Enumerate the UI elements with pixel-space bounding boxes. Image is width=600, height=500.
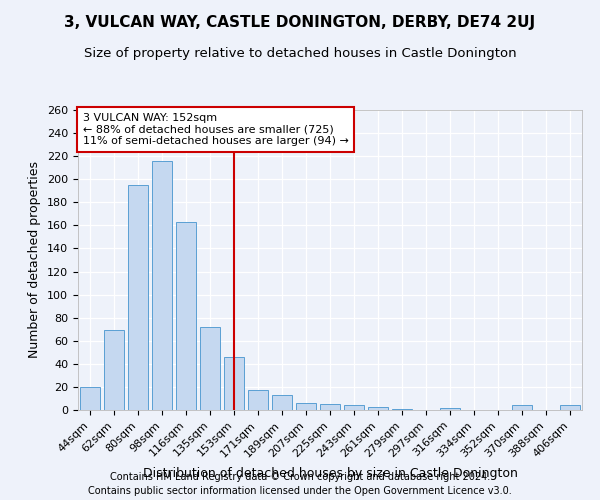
Y-axis label: Number of detached properties: Number of detached properties [28, 162, 41, 358]
Bar [80, 387, 100, 410]
Bar [368, 406, 388, 410]
Bar [320, 404, 340, 410]
Bar [440, 408, 460, 410]
Bar [248, 390, 268, 410]
Text: 3, VULCAN WAY, CASTLE DONINGTON, DERBY, DE74 2UJ: 3, VULCAN WAY, CASTLE DONINGTON, DERBY, … [64, 15, 536, 30]
Bar [152, 161, 172, 410]
Bar [128, 185, 148, 410]
Text: Contains HM Land Registry data © Crown copyright and database right 2024.: Contains HM Land Registry data © Crown c… [110, 472, 490, 482]
Bar [104, 330, 124, 410]
Text: Contains public sector information licensed under the Open Government Licence v3: Contains public sector information licen… [88, 486, 512, 496]
Bar [224, 357, 244, 410]
Bar [344, 406, 364, 410]
Bar [392, 409, 412, 410]
Text: Size of property relative to detached houses in Castle Donington: Size of property relative to detached ho… [83, 48, 517, 60]
X-axis label: Distribution of detached houses by size in Castle Donington: Distribution of detached houses by size … [143, 467, 517, 480]
Text: 3 VULCAN WAY: 152sqm
← 88% of detached houses are smaller (725)
11% of semi-deta: 3 VULCAN WAY: 152sqm ← 88% of detached h… [83, 113, 349, 146]
Bar [560, 406, 580, 410]
Bar [200, 327, 220, 410]
Bar [296, 403, 316, 410]
Bar [512, 406, 532, 410]
Bar [176, 222, 196, 410]
Bar [272, 395, 292, 410]
